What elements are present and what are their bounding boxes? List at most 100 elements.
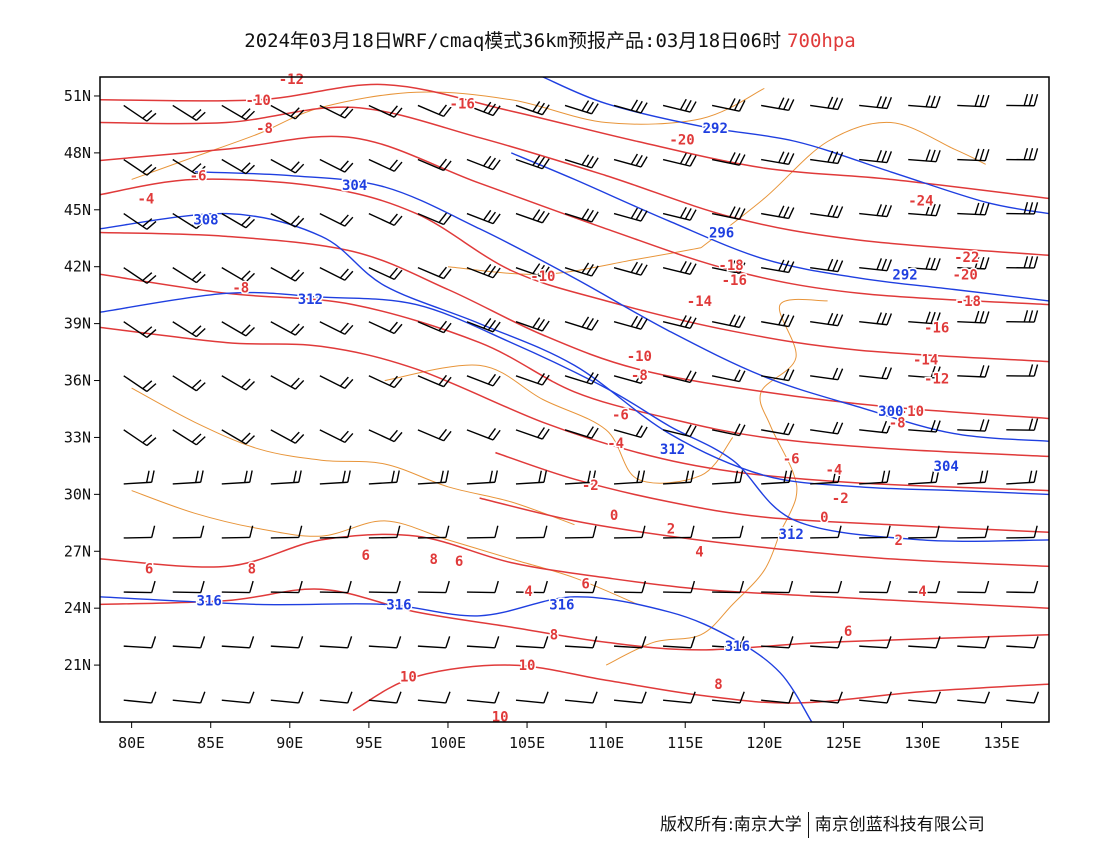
lon-tick-label: 110E — [588, 734, 624, 752]
temperature-contour-label: 6 — [455, 554, 463, 570]
temperature-contour-label: -10 — [899, 404, 924, 420]
temperature-contour-label: -18 — [718, 258, 743, 274]
geopotential-contour-label: 292 — [892, 267, 917, 283]
lon-tick-label: 100E — [430, 734, 466, 752]
geopotential-contour-label: 312 — [779, 527, 804, 543]
temperature-contour-label: 8 — [714, 677, 722, 693]
temperature-contour-label: -6 — [612, 408, 629, 424]
temperature-contour-label: 6 — [581, 577, 589, 593]
geopotential-contour-label: 316 — [386, 597, 411, 613]
geopotential-contour-label: 296 — [709, 226, 734, 242]
temperature-contour-label: -6 — [783, 451, 800, 467]
lon-tick-label: 85E — [197, 734, 224, 752]
geopotential-contour-label: 312 — [298, 292, 323, 308]
temperature-contour-label: 6 — [362, 548, 370, 564]
temperature-contour-label: -8 — [631, 368, 648, 384]
lon-tick-label: 120E — [746, 734, 782, 752]
lat-tick-label: 24N — [64, 599, 91, 617]
lat-tick-label: 27N — [64, 542, 91, 560]
temperature-contour-label: 4 — [918, 584, 926, 600]
temperature-contour-label: -4 — [825, 463, 842, 479]
copyright-text: 版权所有:南京大学 — [660, 815, 802, 835]
temperature-contour-label: -2 — [582, 478, 599, 494]
lat-tick-label: 48N — [64, 144, 91, 162]
temperature-contour-label: 10 — [400, 669, 417, 685]
temperature-contour-label: -18 — [956, 294, 981, 310]
temperature-contour-label: -8 — [256, 121, 273, 137]
temperature-contour-label: -10 — [627, 349, 652, 365]
title-text: 2024年03月18日WRF/cmaq模式36km预报产品:03月18日06时 — [244, 30, 782, 52]
geopotential-contours — [100, 77, 1049, 722]
lon-tick-label: 115E — [667, 734, 703, 752]
temperature-contour-label: -6 — [190, 169, 207, 185]
temperature-contour-label: 6 — [844, 624, 852, 640]
temperature-contour-label: 10 — [492, 709, 509, 725]
wind-barbs — [123, 93, 1040, 704]
temperature-contour-label: -24 — [908, 193, 933, 209]
temperature-contour-label: 0 — [610, 508, 618, 524]
geopotential-contour-label: 304 — [342, 178, 367, 194]
country-borders — [131, 87, 986, 666]
temperature-contour-label: 2 — [895, 533, 903, 549]
geopotential-contour-label: 300 — [878, 404, 903, 420]
temperature-contour-label: -22 — [954, 250, 979, 266]
temperature-contour-label: -8 — [889, 415, 906, 431]
lat-tick-label: 36N — [64, 372, 91, 390]
lon-tick-label: 90E — [276, 734, 303, 752]
lat-tick-label: 33N — [64, 428, 91, 446]
geopotential-contour-label: 316 — [196, 594, 221, 610]
lat-tick-label: 39N — [64, 315, 91, 333]
pressure-level: 700hpa — [787, 30, 856, 52]
contour-labels: -12-10-8-6-4-8-16-20-10-18-16-14-24-22-2… — [136, 70, 983, 726]
lat-tick-label: 30N — [64, 485, 91, 503]
temperature-contour-label: 10 — [519, 658, 536, 674]
temperature-contour-label: -4 — [607, 436, 624, 452]
temperature-contour-label: 2 — [667, 522, 675, 538]
temperature-contour-label: -20 — [953, 267, 978, 283]
latitude-axis: 51N 48N 45N 42N 39N 36N 33N 30N 27N 24N 21N — [64, 87, 100, 674]
temperature-contour-label: -12 — [924, 372, 949, 388]
footer: 版权所有:南京大学 南京创蓝科技有限公司 — [660, 810, 985, 838]
temperature-contour-label: 0 — [820, 510, 828, 526]
temperature-contour-label: 6 — [145, 561, 153, 577]
lat-tick-label: 21N — [64, 656, 91, 674]
temperature-contour-label: -8 — [232, 281, 249, 297]
lat-tick-label: 51N — [64, 87, 91, 105]
company-name: 南京创蓝科技有限公司 — [814, 815, 985, 835]
footer-divider — [807, 812, 809, 838]
temperature-contour-label: -16 — [722, 273, 747, 289]
lon-tick-label: 105E — [509, 734, 545, 752]
lat-tick-label: 42N — [64, 258, 91, 276]
temperature-contour-label: 4 — [524, 584, 532, 600]
temperature-contour-label: -14 — [687, 294, 712, 310]
temperature-contour-label: 8 — [430, 552, 438, 568]
temperature-contour-label: -4 — [137, 191, 154, 207]
temperature-contour-label: -2 — [832, 491, 849, 507]
temperature-contour-label: -16 — [450, 97, 475, 113]
map-title: 2024年03月18日WRF/cmaq模式36km预报产品:03月18日06时 7… — [0, 26, 1100, 53]
lon-tick-label: 135E — [983, 734, 1019, 752]
geopotential-contour-label: 316 — [549, 597, 574, 613]
lon-tick-label: 80E — [118, 734, 145, 752]
lat-tick-label: 45N — [64, 201, 91, 219]
temperature-contour-label: 8 — [550, 628, 558, 644]
longitude-axis: 80E 85E 90E 95E 100E 105E 110E 115E 120E 125E 130E… — [118, 722, 1020, 752]
temperature-contour-label: -10 — [530, 269, 555, 285]
map-frame — [99, 76, 1050, 723]
temperature-contours — [100, 83, 1049, 712]
temperature-contour-label: -14 — [913, 353, 938, 369]
geopotential-contour-label: 308 — [193, 212, 218, 228]
geopotential-contour-label: 304 — [934, 459, 959, 475]
temperature-contour-label: -16 — [924, 320, 949, 336]
geopotential-contour-label: 292 — [703, 121, 728, 137]
lon-tick-label: 125E — [825, 734, 861, 752]
lon-tick-label: 130E — [904, 734, 940, 752]
temperature-contour-label: 8 — [248, 561, 256, 577]
temperature-contour-label: -20 — [669, 133, 694, 149]
lon-tick-label: 95E — [355, 734, 382, 752]
geopotential-contour-label: 316 — [725, 639, 750, 655]
temperature-contour-label: -12 — [279, 72, 304, 88]
temperature-contour-label: -10 — [246, 93, 271, 109]
geopotential-contour-label: 312 — [660, 442, 685, 458]
